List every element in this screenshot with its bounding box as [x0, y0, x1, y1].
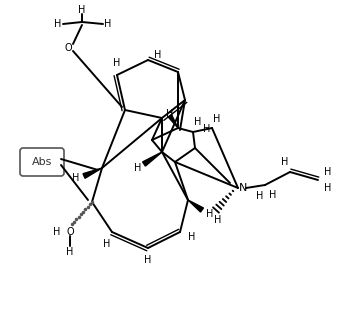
FancyBboxPatch shape — [20, 148, 64, 176]
Text: H: H — [154, 50, 162, 60]
Polygon shape — [168, 115, 178, 128]
Text: H: H — [66, 247, 74, 257]
Text: O: O — [66, 227, 74, 237]
Text: H: H — [134, 163, 142, 173]
Text: H: H — [166, 109, 174, 119]
Text: H: H — [113, 58, 121, 68]
Text: N: N — [239, 183, 247, 193]
Text: H: H — [188, 232, 196, 242]
Text: H: H — [53, 227, 61, 237]
Text: H: H — [281, 157, 289, 167]
Text: H: H — [194, 117, 202, 127]
Text: O: O — [64, 43, 72, 53]
Text: H: H — [104, 19, 112, 29]
Polygon shape — [83, 168, 102, 178]
Polygon shape — [143, 152, 162, 166]
Text: H: H — [324, 167, 332, 177]
Text: H: H — [214, 215, 222, 225]
Text: H: H — [256, 191, 264, 201]
Text: H: H — [203, 124, 211, 134]
Text: H: H — [103, 239, 111, 249]
Text: H: H — [54, 19, 62, 29]
Text: H: H — [269, 190, 277, 200]
Text: H: H — [144, 255, 152, 265]
Text: Abs: Abs — [32, 157, 52, 167]
Text: H: H — [72, 173, 80, 183]
Text: H: H — [213, 114, 221, 124]
Text: H: H — [206, 209, 214, 219]
Text: H: H — [78, 5, 86, 15]
Text: H: H — [324, 183, 332, 193]
Polygon shape — [188, 200, 203, 212]
